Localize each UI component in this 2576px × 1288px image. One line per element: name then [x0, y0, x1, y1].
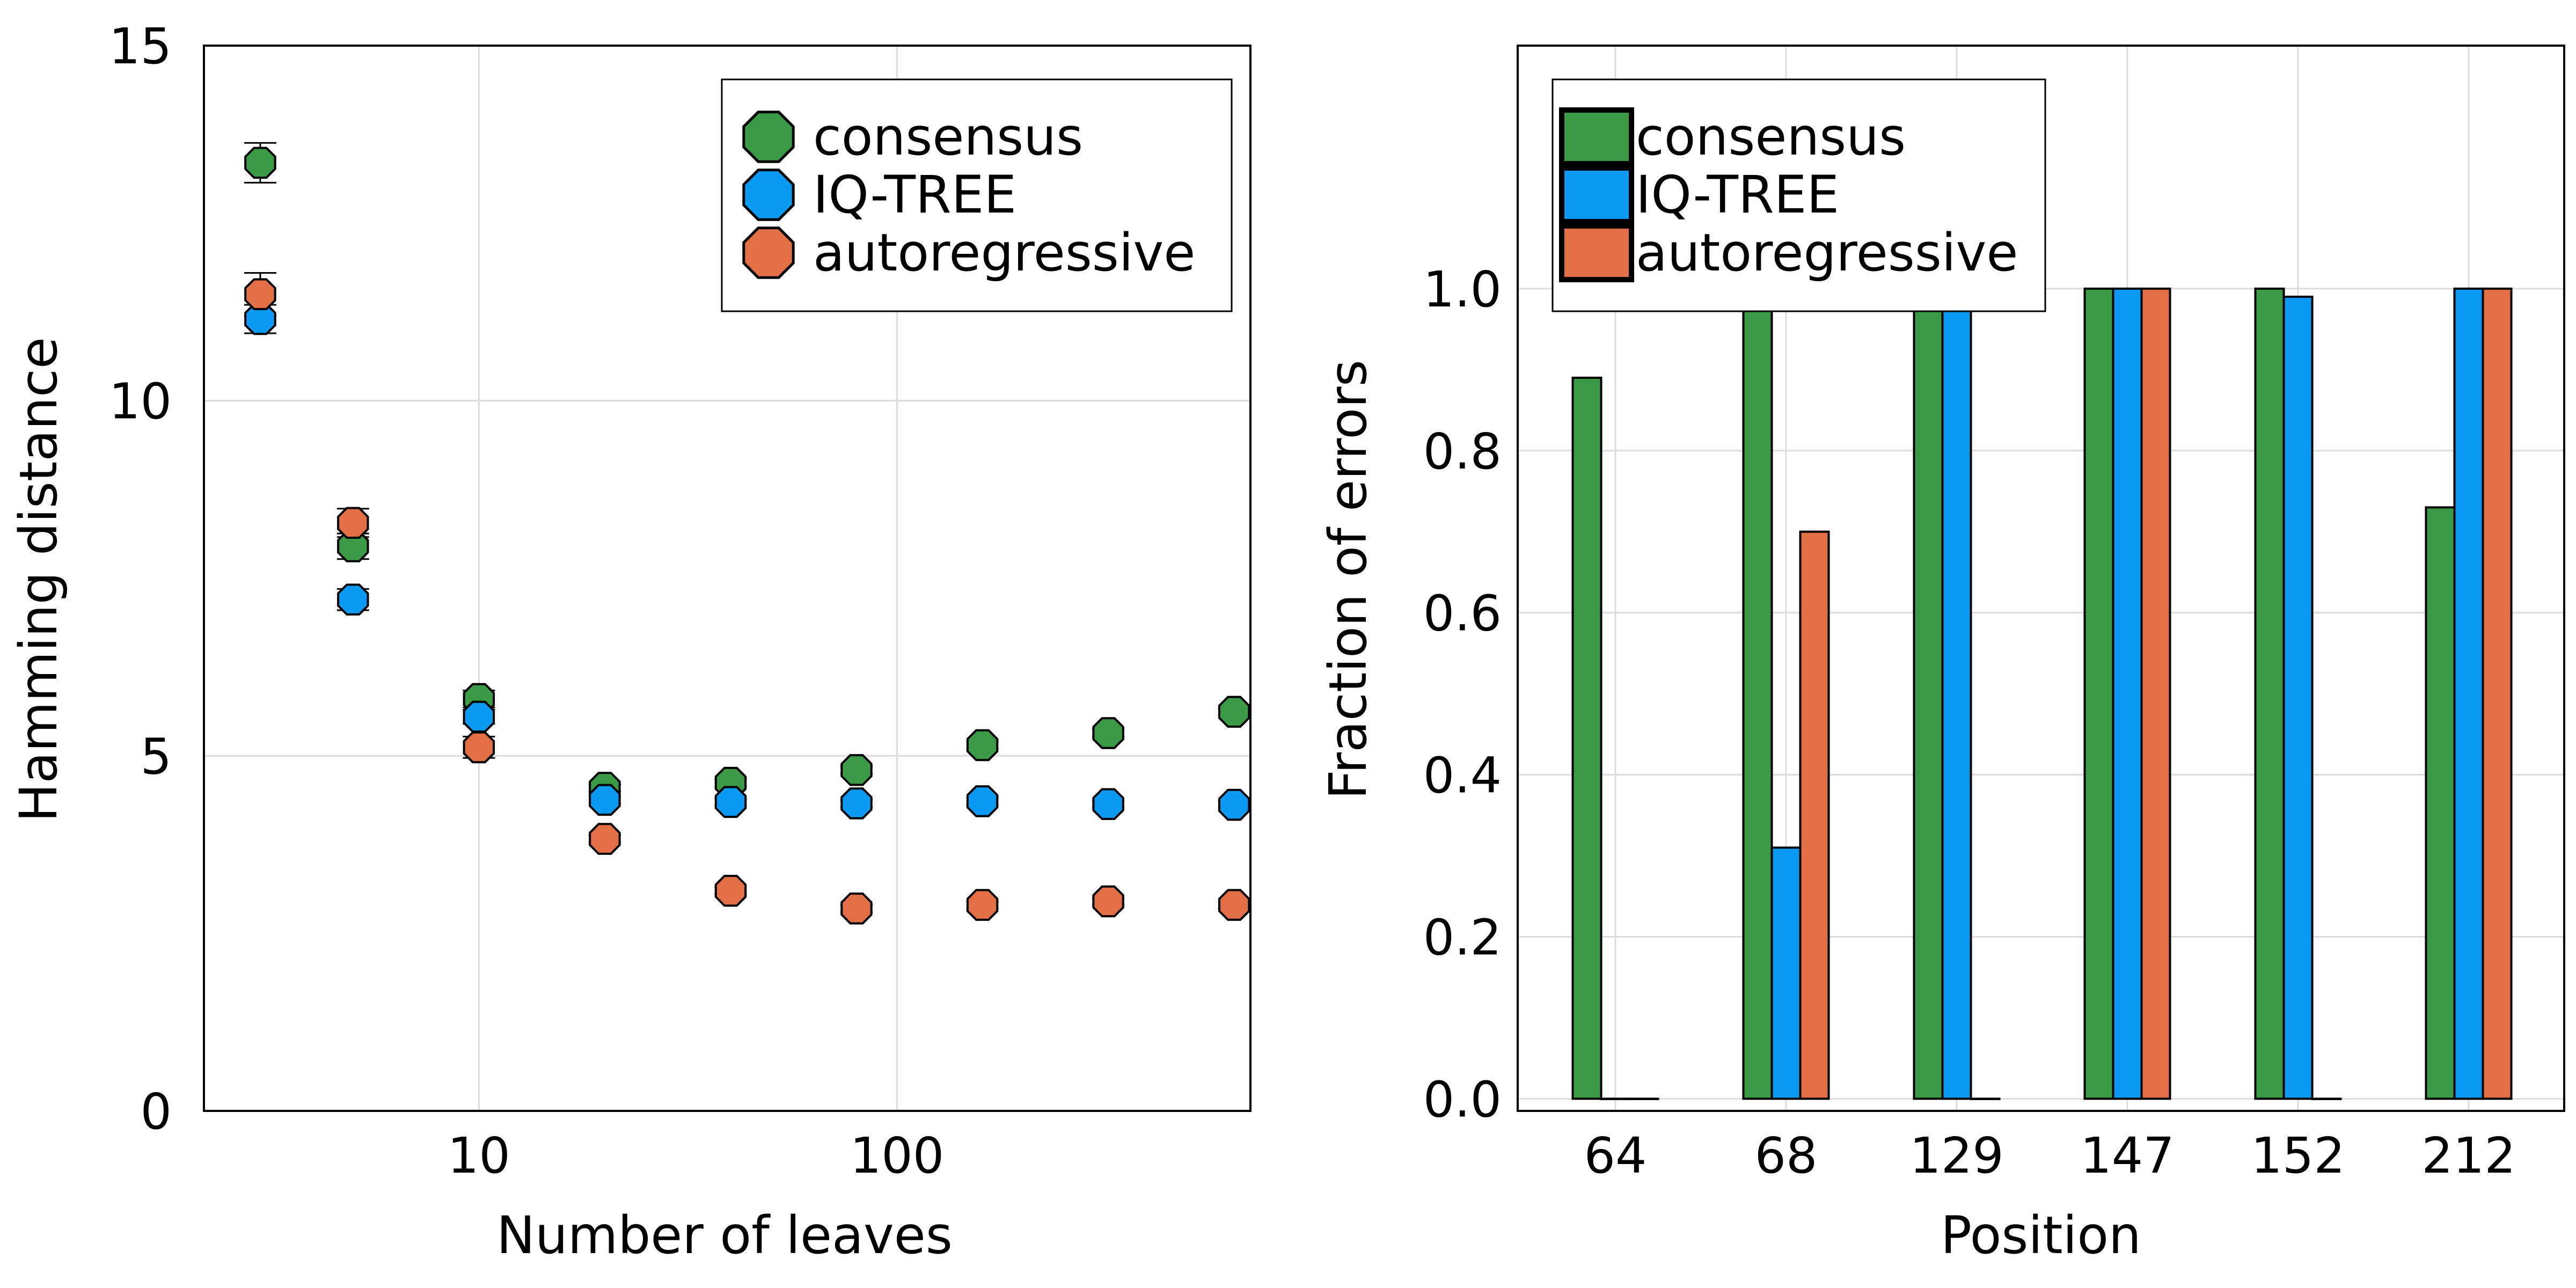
point-iq-tree [1218, 788, 1250, 821]
left-legend-marker-iq-tree [742, 169, 795, 221]
right-y-tick-labels: 0.0 0.2 0.4 0.6 0.8 1.0 [1423, 261, 1502, 1129]
left-y-tick-labels: 0 5 10 15 [109, 18, 172, 1140]
left-y-tick-label: 15 [109, 18, 172, 75]
bar-iq-tree-212 [2453, 287, 2484, 1100]
left-y-tick-label: 5 [140, 728, 172, 785]
point-consensus [1092, 717, 1124, 749]
left-plot-frame [203, 45, 1252, 1112]
bar-consensus-129 [1913, 287, 1944, 1100]
right-x-tick-label: 64 [1584, 1127, 1646, 1184]
right-y-tick-label: 0.4 [1423, 747, 1502, 804]
bar-autoregressive-147 [2140, 287, 2171, 1100]
left-legend-marker-consensus [742, 111, 795, 163]
bar-consensus-147 [2083, 287, 2114, 1100]
left-points [244, 147, 1250, 925]
bar-autoregressive-212 [2482, 287, 2513, 1100]
point-iq-tree [244, 303, 276, 335]
point-consensus [1218, 696, 1250, 728]
left-legend-label-autoregressive: autoregressive [813, 223, 1195, 283]
point-iq-tree [714, 786, 747, 818]
right-plot-frame [1517, 45, 2565, 1112]
left-legend-label-iq-tree: IQ-TREE [813, 165, 1016, 225]
right-y-tick-label: 0.8 [1423, 423, 1502, 480]
point-consensus [840, 754, 873, 786]
left-x-tick-label: 100 [850, 1127, 945, 1184]
left-legend-box [721, 78, 1233, 312]
right-x-tick-label: 152 [2251, 1127, 2345, 1184]
point-autoregressive [244, 278, 276, 310]
right-y-tick-label: 0.6 [1423, 585, 1502, 642]
point-iq-tree [840, 787, 873, 819]
right-x-tick-label: 129 [1909, 1127, 2004, 1184]
point-autoregressive [463, 731, 495, 764]
right-legend-label-consensus: consensus [1636, 107, 1906, 167]
right-y-tick-label: 1.0 [1423, 261, 1502, 318]
right-x-tick-label: 147 [2080, 1127, 2175, 1184]
point-iq-tree [966, 785, 999, 817]
bar-iq-tree-129 [1941, 287, 1972, 1100]
right-x-tick-labels: 64 68 129 147 152 212 [1584, 1127, 2515, 1184]
right-y-axis-label: Fraction of errors [1318, 360, 1378, 799]
right-y-tick-label: 0.2 [1423, 909, 1502, 966]
right-x-axis-label: Position [1941, 1205, 2141, 1265]
bar-iq-tree-68 [1770, 846, 1802, 1100]
bar-iq-tree-152 [2282, 295, 2314, 1100]
left-legend-label-consensus: consensus [813, 107, 1083, 167]
right-legend-label-autoregressive: autoregressive [1636, 223, 2018, 283]
bar-consensus-152 [2254, 287, 2285, 1100]
left-x-tick-label: 10 [448, 1127, 510, 1184]
left-y-tick-label: 0 [140, 1083, 172, 1140]
point-iq-tree [337, 583, 369, 616]
bar-autoregressive-68 [1799, 530, 1830, 1100]
point-autoregressive [1218, 889, 1250, 921]
right-legend-swatch-iq-tree [1559, 165, 1634, 224]
bar-iq-tree-147 [2112, 287, 2143, 1100]
left-y-tick-label: 10 [109, 373, 172, 430]
point-autoregressive [589, 823, 621, 855]
right-legend-label-iq-tree: IQ-TREE [1636, 165, 1839, 225]
point-autoregressive [337, 507, 369, 539]
right-x-tick-label: 212 [2421, 1127, 2516, 1184]
left-x-axis-label: Number of leaves [496, 1205, 953, 1265]
point-consensus [337, 530, 369, 562]
point-iq-tree [589, 784, 621, 816]
right-bars [1571, 287, 2513, 1100]
left-x-tick-labels: 10 100 [448, 1127, 945, 1184]
right-legend-box [1552, 78, 2046, 312]
point-iq-tree [1092, 788, 1124, 820]
bar-consensus-64 [1571, 376, 1602, 1100]
left-legend-marker-autoregressive [742, 226, 795, 279]
bar-consensus-68 [1742, 287, 1773, 1100]
bar-consensus-212 [2425, 506, 2456, 1100]
fraction-of-errors-panel: 0.0 0.2 0.4 0.6 0.8 1.0 64 68 129 147 152 212 Posi… [1318, 45, 2565, 1265]
right-legend-swatch-autoregressive [1559, 223, 1634, 282]
point-consensus [966, 729, 999, 762]
right-legend-swatch-consensus [1559, 107, 1634, 166]
point-consensus [244, 147, 276, 179]
right-x-tick-label: 68 [1754, 1127, 1817, 1184]
point-autoregressive [966, 889, 999, 921]
hamming-distance-panel: 0 5 10 15 10 100 Number of leaves Hamming di… [9, 18, 1252, 1265]
right-y-tick-label: 0.0 [1423, 1071, 1502, 1128]
point-autoregressive [840, 892, 873, 925]
point-autoregressive [714, 875, 747, 907]
point-iq-tree [463, 700, 495, 733]
left-y-axis-label: Hamming distance [9, 337, 69, 822]
point-autoregressive [1092, 885, 1124, 918]
